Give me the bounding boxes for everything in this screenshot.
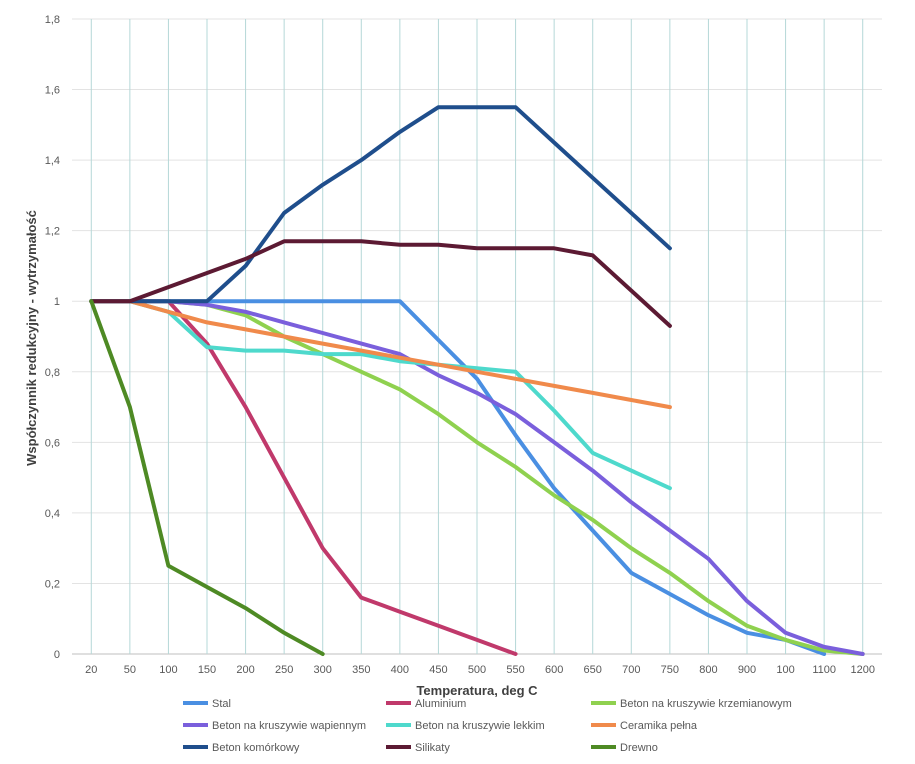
series-line-1 bbox=[89, 299, 827, 656]
legend-label: Beton na kruszywie wapiennym bbox=[212, 720, 366, 732]
legend-label: Beton na kruszywie krzemianowym bbox=[620, 698, 792, 710]
y-tick-label: 0,8 bbox=[45, 367, 60, 379]
x-tick-label: 350 bbox=[352, 664, 370, 676]
x-tick-label: 100 bbox=[159, 664, 177, 676]
legend-label: Beton na kruszywie lekkim bbox=[415, 720, 545, 732]
series-line-9 bbox=[89, 299, 325, 656]
x-tick-label: 700 bbox=[622, 664, 640, 676]
x-tick-label: 500 bbox=[468, 664, 486, 676]
x-tick-label: 900 bbox=[738, 664, 756, 676]
legend-label: Aluminium bbox=[415, 698, 466, 710]
legend-label: Ceramika pełna bbox=[620, 720, 698, 732]
y-axis-ticks: 0 0,2 0,4 0,6 0,8 1 1,2 1,4 1,6 1,8 bbox=[45, 14, 60, 661]
x-tick-label: 250 bbox=[275, 664, 293, 676]
legend-label: Beton komórkowy bbox=[212, 742, 300, 754]
y-tick-label: 1 bbox=[54, 296, 60, 308]
x-tick-label: 1200 bbox=[850, 664, 874, 676]
x-tick-label: 550 bbox=[506, 664, 524, 676]
x-tick-label: 600 bbox=[545, 664, 563, 676]
x-tick-label: 200 bbox=[236, 664, 254, 676]
x-tick-label: 20 bbox=[85, 664, 97, 676]
x-tick-label: 650 bbox=[584, 664, 602, 676]
series-line-7 bbox=[89, 105, 672, 304]
y-tick-label: 0,4 bbox=[45, 508, 60, 520]
x-axis-title: Temperatura, deg C bbox=[416, 683, 538, 698]
y-tick-label: 1,8 bbox=[45, 14, 60, 26]
y-tick-label: 0 bbox=[54, 649, 60, 661]
y-tick-label: 1,4 bbox=[45, 155, 60, 167]
legend: Stal Aluminium Beton na kruszywie krzemian… bbox=[183, 698, 792, 754]
y-tick-label: 0,6 bbox=[45, 437, 60, 449]
x-tick-label: 750 bbox=[661, 664, 679, 676]
series-line-5 bbox=[89, 299, 672, 491]
y-tick-label: 1,6 bbox=[45, 85, 60, 97]
legend-label: Stal bbox=[212, 698, 231, 710]
x-tick-label: 300 bbox=[314, 664, 332, 676]
x-tick-label: 150 bbox=[198, 664, 216, 676]
x-tick-label: 400 bbox=[391, 664, 409, 676]
x-tick-label: 1100 bbox=[812, 664, 836, 676]
series-line-6 bbox=[89, 299, 672, 410]
x-tick-label: 50 bbox=[124, 664, 136, 676]
x-tick-label: 450 bbox=[429, 664, 447, 676]
legend-label: Drewno bbox=[620, 742, 658, 754]
y-tick-label: 1,2 bbox=[45, 226, 60, 238]
y-axis-title: Współczynnik redukcyjny - wytrzymałość bbox=[24, 210, 39, 466]
legend-label: Silikaty bbox=[415, 742, 450, 754]
series-line-4 bbox=[89, 299, 865, 656]
series-line-8 bbox=[89, 239, 672, 328]
x-tick-label: 100 bbox=[776, 664, 794, 676]
x-tick-label: 800 bbox=[699, 664, 717, 676]
x-axis-ticks: 20 50 100 150 200 250 300 350 400 450 500 550 600 650… bbox=[85, 664, 875, 676]
series-lines bbox=[89, 105, 865, 656]
y-tick-label: 0,2 bbox=[45, 578, 60, 590]
